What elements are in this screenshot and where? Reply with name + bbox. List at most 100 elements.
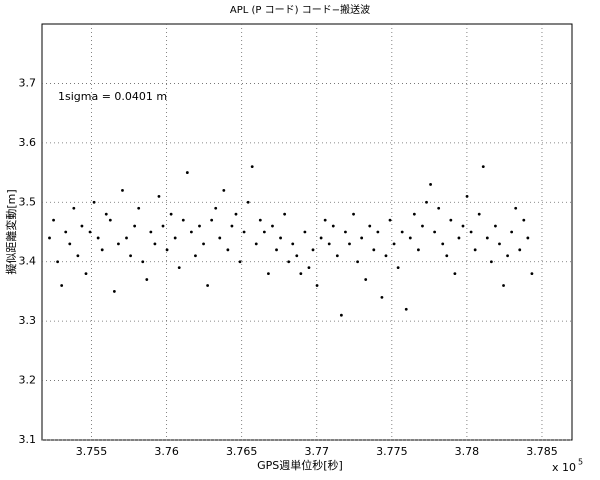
- point: [441, 242, 445, 246]
- y-tick-label: 3.3: [19, 314, 37, 327]
- point: [404, 307, 408, 311]
- point: [96, 236, 100, 240]
- point: [481, 165, 485, 169]
- point: [506, 254, 509, 258]
- point: [108, 218, 112, 222]
- point: [489, 260, 493, 264]
- point: [117, 242, 120, 246]
- point: [76, 254, 80, 258]
- y-axis-label: 擬似距離変動[m]: [4, 189, 18, 274]
- point: [384, 254, 388, 258]
- y-tick-label: 3.7: [19, 76, 37, 89]
- x-tick-label: 3.77: [305, 445, 330, 458]
- point: [421, 224, 424, 228]
- plot-frame: [41, 23, 573, 441]
- point: [356, 260, 359, 264]
- point: [287, 260, 291, 264]
- point: [453, 272, 457, 275]
- point: [457, 236, 461, 240]
- point: [319, 236, 323, 240]
- point: [56, 260, 60, 264]
- point: [295, 254, 299, 258]
- point: [465, 194, 469, 198]
- point: [141, 260, 145, 264]
- point: [429, 183, 432, 186]
- point: [153, 242, 157, 246]
- point: [206, 284, 210, 287]
- point: [388, 218, 392, 222]
- point: [250, 165, 254, 169]
- point: [234, 212, 238, 216]
- point: [473, 248, 477, 252]
- annotation: 1sigma = 0.0401 m: [58, 90, 167, 103]
- point: [121, 189, 124, 192]
- point: [433, 230, 437, 234]
- point: [125, 236, 128, 240]
- point: [230, 224, 234, 228]
- x-axis-label: GPS週単位秒[秒]: [257, 458, 343, 472]
- x-tick-label: 3.78: [455, 445, 480, 458]
- point: [185, 171, 189, 174]
- point: [161, 224, 165, 228]
- point: [68, 242, 72, 246]
- point: [84, 272, 88, 275]
- point: [80, 224, 84, 228]
- point: [494, 224, 497, 228]
- point: [502, 284, 505, 287]
- point: [242, 230, 246, 234]
- point: [307, 266, 311, 270]
- point: [279, 236, 282, 240]
- point: [210, 218, 214, 222]
- point: [477, 212, 481, 216]
- point: [92, 200, 96, 204]
- x-tick-label: 3.785: [526, 445, 558, 458]
- point: [498, 242, 501, 246]
- point: [376, 230, 380, 234]
- point: [64, 230, 68, 234]
- point: [461, 224, 465, 228]
- point: [344, 230, 347, 234]
- point: [485, 236, 489, 240]
- point: [380, 295, 384, 299]
- point: [400, 230, 404, 234]
- point: [254, 242, 258, 246]
- point: [189, 230, 193, 234]
- point: [137, 206, 141, 210]
- point: [348, 242, 351, 246]
- point: [311, 248, 315, 252]
- point: [173, 236, 177, 240]
- y-tick-label: 3.1: [19, 433, 37, 446]
- point: [238, 260, 242, 264]
- point: [283, 212, 287, 216]
- point: [52, 218, 55, 222]
- point: [258, 218, 262, 222]
- point: [72, 206, 76, 210]
- point: [267, 272, 270, 275]
- point: [145, 278, 149, 281]
- x-tick-label: 3.76: [154, 445, 179, 458]
- point: [246, 200, 250, 204]
- point: [149, 230, 153, 234]
- point: [157, 194, 161, 198]
- point: [335, 254, 339, 258]
- point: [331, 224, 335, 228]
- point: [449, 218, 453, 222]
- point: [514, 206, 518, 210]
- point: [368, 224, 372, 228]
- point: [518, 248, 522, 252]
- x-tick-label: 3.755: [76, 445, 108, 458]
- point: [510, 230, 514, 234]
- point: [291, 242, 295, 246]
- point: [177, 266, 181, 270]
- y-tick-label: 3.6: [19, 136, 37, 149]
- point: [262, 230, 266, 234]
- point: [48, 236, 51, 240]
- point: [392, 242, 396, 246]
- point: [104, 212, 108, 216]
- point: [218, 236, 222, 240]
- chart-title: APL (P コード) コード−搬送波: [230, 3, 370, 16]
- point: [275, 248, 278, 252]
- point: [364, 278, 368, 281]
- point: [226, 248, 230, 252]
